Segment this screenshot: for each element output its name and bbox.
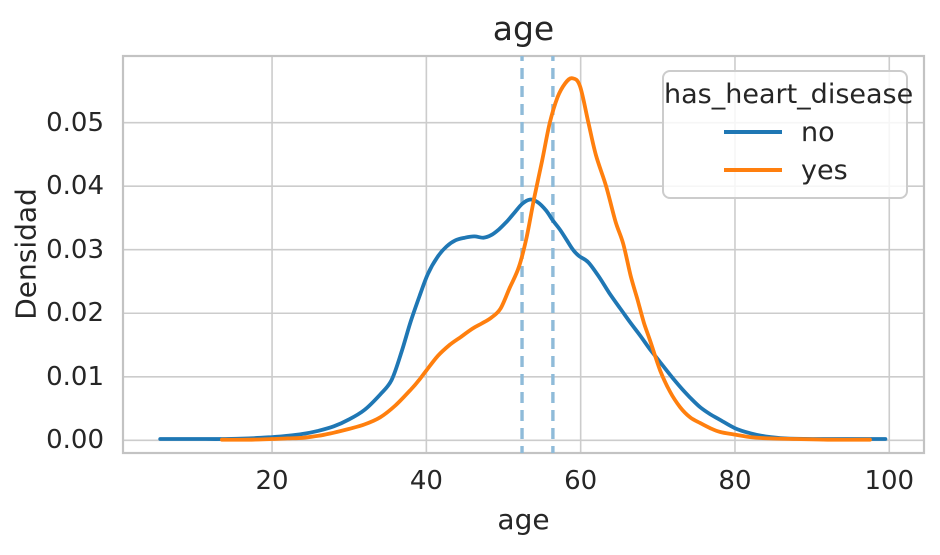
x-tick-label: 20 <box>255 466 289 496</box>
x-axis-label: age <box>497 503 550 536</box>
y-axis-label: Densidad <box>9 188 43 320</box>
legend-label-yes: yes <box>801 154 848 186</box>
kde-curve-yes <box>220 76 872 442</box>
legend-item-no: no <box>664 113 906 151</box>
legend-title: has_heart_disease <box>664 79 914 110</box>
legend-item-yes: yes <box>664 151 906 189</box>
y-tick-label: 0.05 <box>46 107 104 138</box>
x-tick-label: 60 <box>564 466 598 496</box>
y-tick-label: 0.04 <box>46 171 104 202</box>
legend-line-swatch-no <box>724 130 782 134</box>
y-tick-label: 0.01 <box>46 361 104 392</box>
x-tick-label: 40 <box>409 466 443 496</box>
legend-line-swatch-yes <box>724 168 782 172</box>
y-tick-label: 0.02 <box>46 298 104 329</box>
chart-title: age <box>492 9 555 48</box>
legend-label-no: no <box>801 116 835 148</box>
y-tick-label: 0.00 <box>46 425 104 456</box>
y-tick-label: 0.03 <box>46 234 104 265</box>
legend: has_heart_disease no yes <box>662 70 914 199</box>
kde-curve-no <box>158 197 888 441</box>
x-tick-label: 80 <box>718 466 752 496</box>
x-tick-label: 100 <box>864 466 915 496</box>
